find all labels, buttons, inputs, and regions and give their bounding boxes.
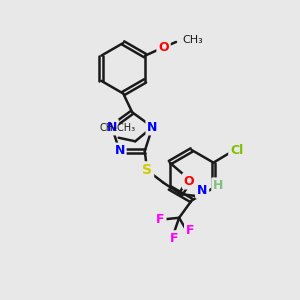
Text: F: F — [156, 213, 165, 226]
Text: N: N — [114, 145, 125, 158]
Text: O: O — [158, 41, 169, 54]
Text: H: H — [212, 178, 223, 192]
Text: F: F — [169, 232, 178, 245]
Text: N: N — [106, 121, 117, 134]
Text: Cl: Cl — [230, 144, 243, 157]
Text: N: N — [197, 184, 207, 197]
Text: S: S — [142, 163, 152, 177]
Text: O: O — [184, 175, 194, 188]
Text: CH₂CH₃: CH₂CH₃ — [99, 123, 135, 133]
Text: F: F — [186, 224, 194, 237]
Text: N: N — [147, 121, 158, 134]
Text: CH₃: CH₃ — [183, 35, 203, 46]
